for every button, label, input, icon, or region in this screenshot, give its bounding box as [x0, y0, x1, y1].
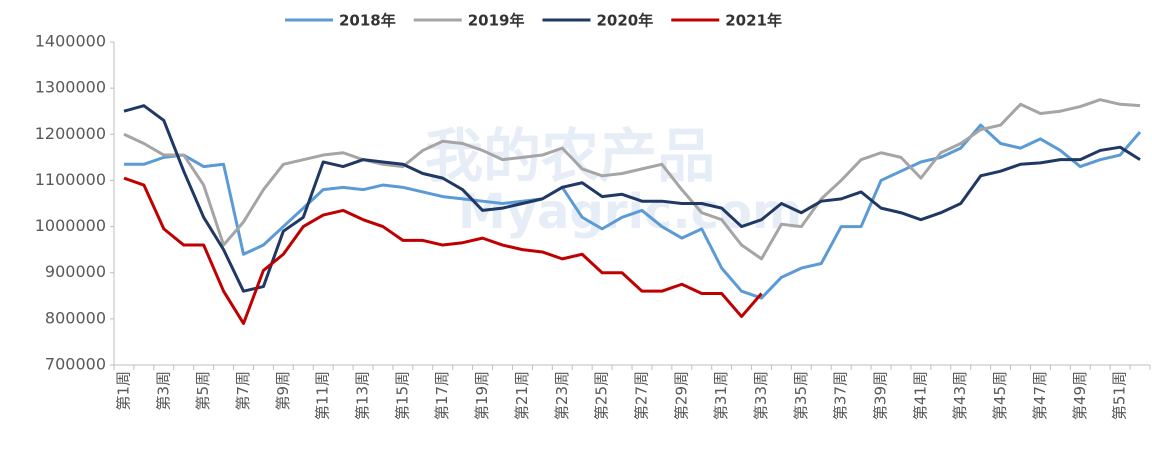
y-tick-label: 900000	[45, 262, 106, 281]
legend: 2018年 2019年 2020年 2021年	[285, 12, 782, 30]
x-tick-label: 第29周	[672, 371, 690, 420]
legend-label: 2020年	[597, 12, 654, 30]
watermark: Myagric.com	[458, 184, 802, 240]
x-tick-label: 第19周	[473, 371, 491, 420]
legend-label: 2018年	[339, 12, 396, 30]
x-tick-label: 第47周	[1031, 371, 1049, 420]
x-tick-label: 第5周	[194, 371, 212, 411]
x-tick-label: 第31周	[712, 371, 730, 420]
x-tick-label: 第37周	[832, 371, 850, 420]
x-tick-label: 第33周	[752, 371, 770, 420]
legend-label: 2021年	[725, 12, 782, 30]
x-tick-label: 第21周	[513, 371, 531, 420]
x-tick-label: 第3周	[154, 371, 172, 411]
x-tick-label: 第7周	[234, 371, 252, 411]
x-tick-label: 第13周	[354, 371, 372, 420]
x-tick-label: 第9周	[274, 371, 292, 411]
x-tick-label: 第49周	[1071, 371, 1089, 420]
y-tick-label: 1100000	[35, 170, 106, 189]
y-tick-label: 1200000	[35, 124, 106, 143]
x-tick-label: 第51周	[1111, 371, 1129, 420]
x-tick-label: 第15周	[393, 371, 411, 420]
x-tick-label: 第25周	[593, 371, 611, 420]
x-tick-label: 第1周	[114, 371, 132, 411]
y-tick-label: 1000000	[35, 216, 106, 235]
x-tick-label: 第35周	[792, 371, 810, 420]
y-tick-label: 700000	[45, 355, 106, 374]
x-tick-label: 第11周	[314, 371, 332, 420]
x-tick-label: 第23周	[553, 371, 571, 420]
x-tick-label: 第39周	[872, 371, 890, 420]
series-line	[123, 176, 763, 325]
series-line	[123, 104, 1141, 293]
y-tick-label: 1400000	[35, 32, 106, 51]
x-tick-label: 第45周	[991, 371, 1009, 420]
x-tick-label: 第43周	[951, 371, 969, 420]
y-tick-label: 800000	[45, 308, 106, 327]
x-tick-label: 第27周	[632, 371, 650, 420]
x-tick-label: 第41周	[911, 371, 929, 420]
x-tick-label: 第17周	[433, 371, 451, 420]
series-line	[123, 98, 1141, 261]
y-tick-label: 1300000	[35, 78, 106, 97]
legend-label: 2019年	[468, 12, 525, 30]
